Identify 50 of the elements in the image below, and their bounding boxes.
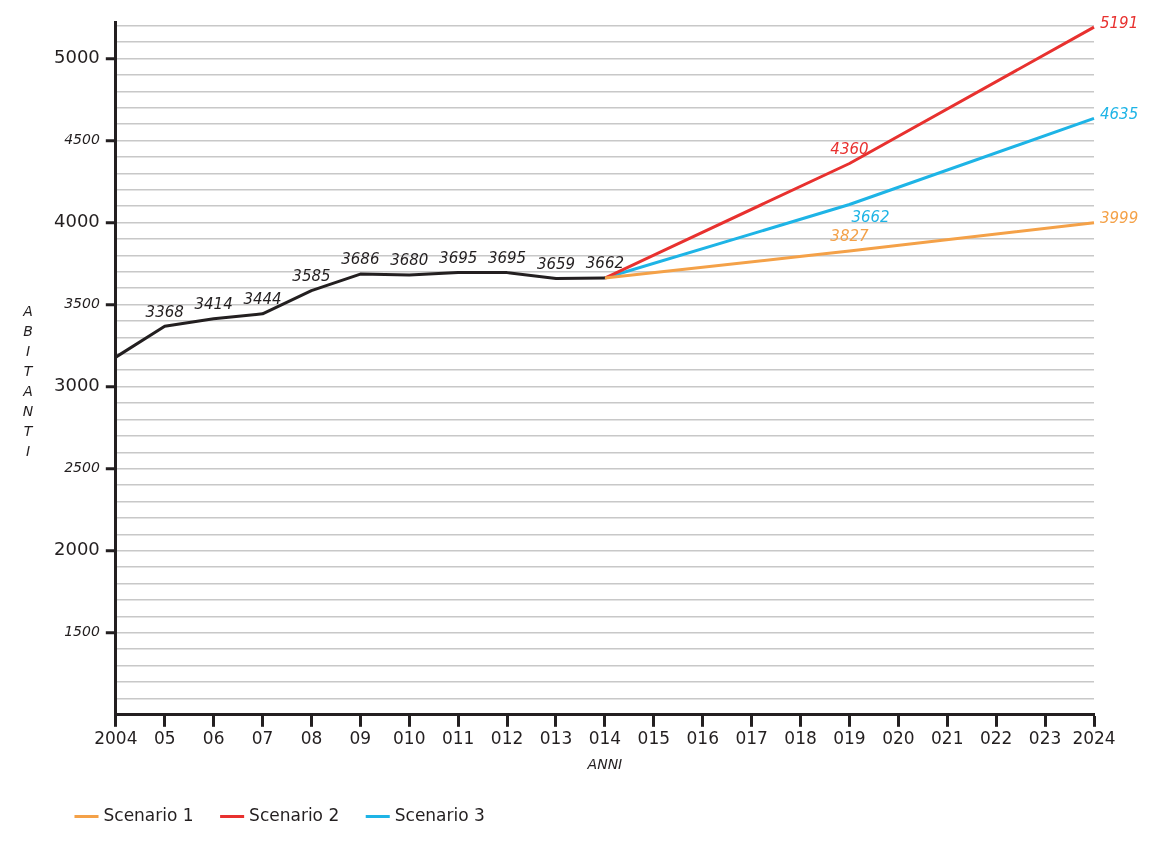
- data-label: 5191: [1100, 13, 1139, 32]
- x-tick-label: 09: [349, 728, 372, 749]
- legend-label: Scenario 1: [103, 804, 194, 825]
- x-tick-label: 012: [490, 728, 524, 749]
- y-tick-label: 4500: [64, 131, 100, 148]
- x-tick-label: 06: [202, 728, 225, 749]
- y-axis-title: ABITANTI: [22, 303, 34, 460]
- data-label: 4360: [830, 139, 869, 158]
- x-tick-label: 021: [931, 728, 964, 749]
- x-tick-label: 018: [784, 728, 817, 749]
- x-tick-label: 08: [300, 728, 323, 749]
- y-tick-label: 3000: [54, 374, 100, 396]
- x-tick-label: 017: [735, 728, 768, 749]
- x-tick-label: 019: [833, 728, 866, 749]
- data-label: 3695: [487, 249, 527, 268]
- data-label: 3585: [292, 267, 331, 286]
- legend-label: Scenario 2: [249, 804, 340, 825]
- y-tick-label: 3500: [64, 295, 100, 312]
- x-tick-label: 07: [251, 728, 274, 749]
- x-tick-label: 011: [441, 728, 475, 749]
- x-tick-label: 010: [393, 728, 426, 749]
- x-axis-title: ANNI: [586, 756, 623, 773]
- x-tick-label: 013: [539, 728, 573, 749]
- data-label: 3827: [830, 227, 869, 246]
- data-label: 3444: [243, 290, 282, 309]
- data-label: 4635: [1100, 104, 1139, 123]
- y-tick-label: 1500: [64, 623, 100, 640]
- y-tick-label: 2500: [64, 459, 100, 476]
- data-label: 3659: [536, 254, 576, 273]
- x-tick-label: 023: [1028, 728, 1062, 749]
- x-tick-label: 020: [882, 728, 915, 749]
- x-tick-label: 014: [588, 728, 622, 749]
- data-label: 3686: [341, 250, 380, 269]
- y-tick-label: 2000: [54, 538, 100, 560]
- x-tick-label: 022: [979, 728, 1013, 749]
- data-label: 3414: [194, 295, 233, 314]
- data-label: 3999: [1100, 209, 1139, 228]
- x-tick-label: 015: [637, 728, 671, 749]
- y-tick-label: 4000: [54, 210, 100, 232]
- x-tick-label: 2004: [94, 728, 138, 749]
- y-tick-label: 5000: [54, 46, 100, 68]
- x-tick-label: 05: [153, 728, 176, 749]
- data-label: 3680: [390, 251, 429, 270]
- x-tick-label: 2024: [1072, 728, 1116, 749]
- x-tick-label: 016: [686, 728, 719, 749]
- data-label: 3695: [439, 249, 478, 268]
- data-label: 3662: [585, 254, 624, 273]
- annotation: 3662: [851, 207, 890, 226]
- legend-label: Scenario 3: [394, 804, 485, 825]
- data-label: 3368: [145, 302, 184, 321]
